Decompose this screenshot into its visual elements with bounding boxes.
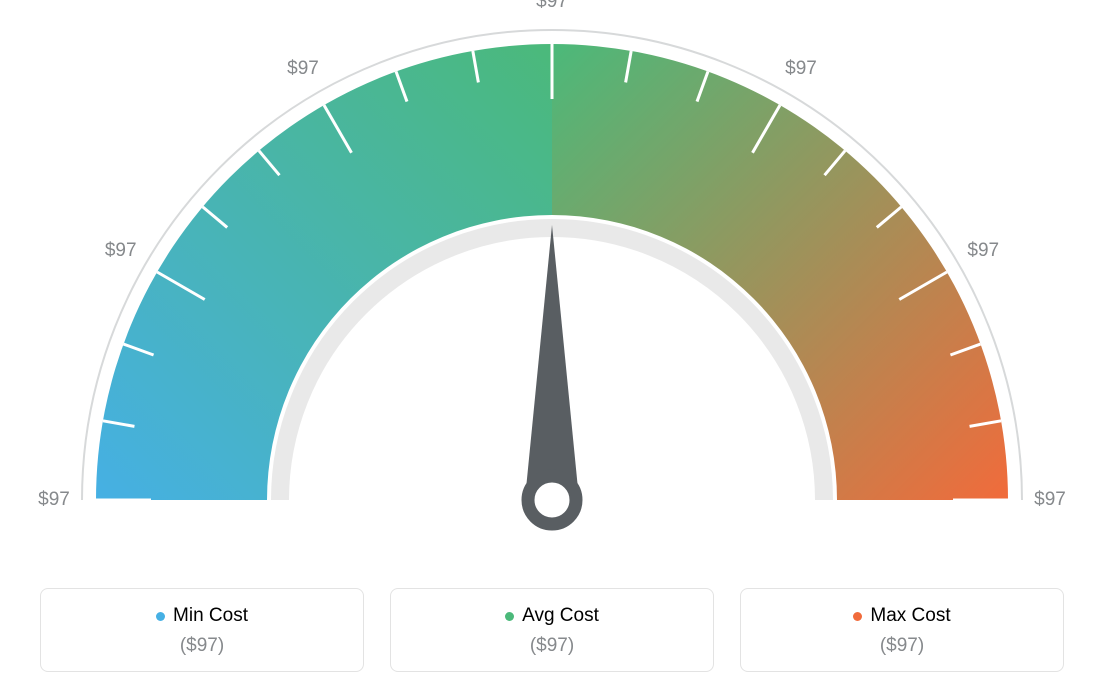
legend-label-max: Max Cost: [870, 605, 950, 627]
legend-card-avg: Avg Cost ($97): [390, 588, 714, 672]
dot-icon: [156, 612, 165, 621]
gauge-svg: [0, 0, 1104, 560]
gauge-tick-label: $97: [38, 489, 70, 511]
legend-value-min: ($97): [51, 635, 353, 657]
legend-value-max: ($97): [751, 635, 1053, 657]
dot-icon: [853, 612, 862, 621]
legend-title-max: Max Cost: [853, 605, 950, 627]
gauge-tick-label: $97: [967, 240, 999, 262]
gauge-tick-label: $97: [785, 58, 817, 80]
gauge-area: $97 $97 $97 $97 $97 $97 $97: [0, 0, 1104, 560]
legend-title-min: Min Cost: [156, 605, 248, 627]
legend-card-max: Max Cost ($97): [740, 588, 1064, 672]
dot-icon: [505, 612, 514, 621]
gauge-tick-label: $97: [105, 240, 137, 262]
gauge-tick-label: $97: [287, 58, 319, 80]
legend-title-avg: Avg Cost: [505, 605, 599, 627]
legend-label-min: Min Cost: [173, 605, 248, 627]
gauge-tick-label: $97: [536, 0, 568, 13]
legend-row: Min Cost ($97) Avg Cost ($97) Max Cost (…: [40, 588, 1064, 672]
gauge-tick-label: $97: [1034, 489, 1066, 511]
gauge-chart-container: $97 $97 $97 $97 $97 $97 $97 Min Cost ($97) Avg…: [0, 0, 1104, 690]
legend-value-avg: ($97): [401, 635, 703, 657]
legend-card-min: Min Cost ($97): [40, 588, 364, 672]
legend-label-avg: Avg Cost: [522, 605, 599, 627]
